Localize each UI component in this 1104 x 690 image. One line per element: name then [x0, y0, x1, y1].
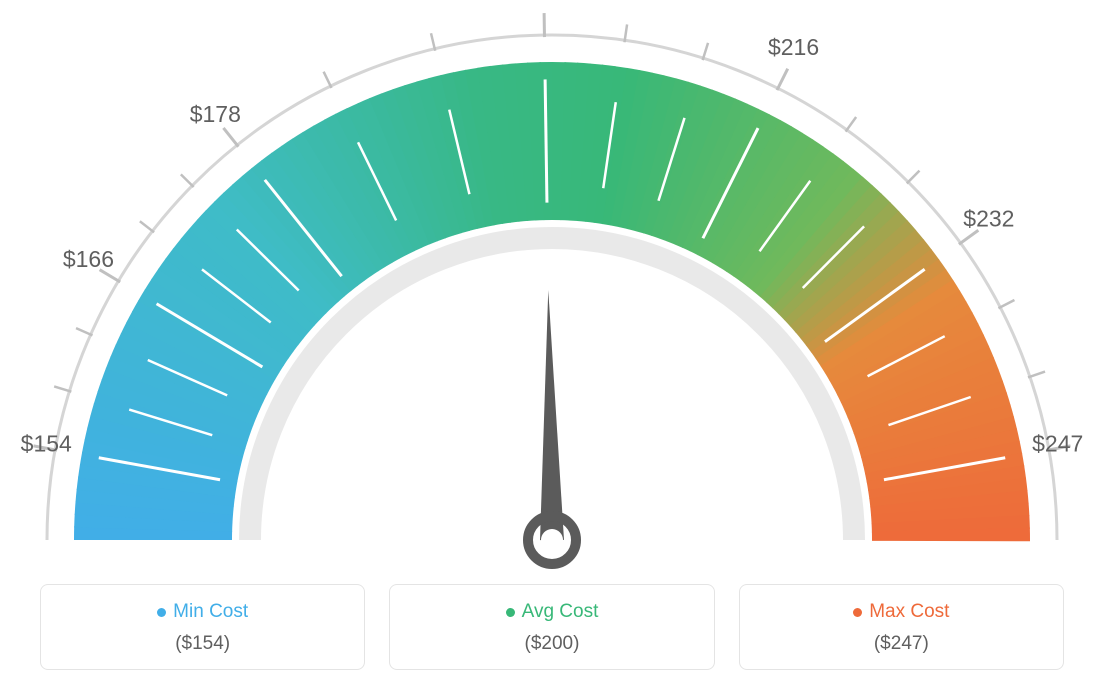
needle [540, 290, 564, 540]
legend-title-max: Max Cost [869, 601, 949, 623]
legend-card-min: Min Cost ($154) [40, 584, 365, 670]
legend-value-max: ($247) [750, 633, 1053, 655]
legend-card-max: Max Cost ($247) [739, 584, 1064, 670]
legend-dot-min [157, 608, 166, 617]
legend-dot-avg [506, 608, 515, 617]
legend-title-avg: Avg Cost [522, 601, 599, 623]
tick-label: $178 [190, 101, 241, 127]
legend-card-avg: Avg Cost ($200) [389, 584, 714, 670]
tick-label: $216 [768, 34, 819, 60]
legend-title-min: Min Cost [173, 601, 248, 623]
tick-label: $247 [1032, 431, 1083, 457]
legend-dot-max [853, 608, 862, 617]
legend-value-min: ($154) [51, 633, 354, 655]
tick-label: $154 [21, 431, 72, 457]
tick-label: $200 [518, 0, 569, 3]
legend-value-avg: ($200) [400, 633, 703, 655]
cost-gauge: $154 $166 $178 $200 $216 $232 $247 [0, 0, 1104, 570]
tick-label: $166 [63, 246, 114, 272]
legend-row: Min Cost ($154) Avg Cost ($200) Max Cost… [40, 584, 1064, 670]
tick-label: $232 [963, 206, 1014, 232]
